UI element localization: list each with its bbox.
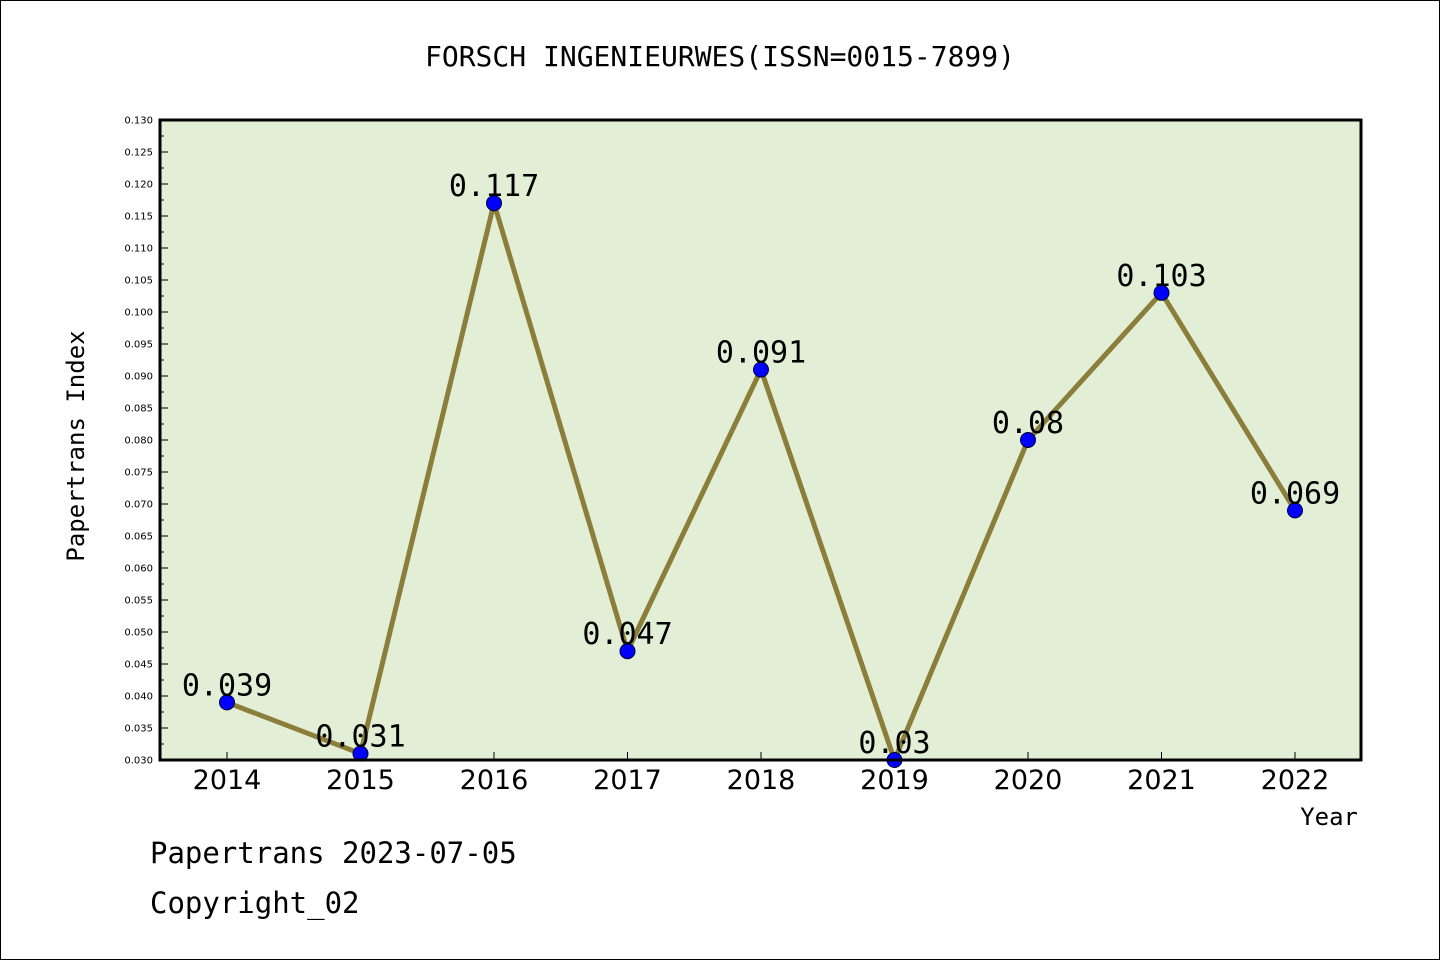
data-label: 0.103 bbox=[1116, 259, 1206, 294]
x-tick-label: 2019 bbox=[860, 765, 929, 796]
y-tick-label: 0.125 bbox=[124, 148, 153, 159]
plot-border bbox=[158, 118, 1363, 762]
y-tick-label: 0.120 bbox=[124, 180, 153, 191]
x-tick-label: 2017 bbox=[593, 765, 662, 796]
data-point bbox=[619, 643, 636, 660]
y-tick-label: 0.055 bbox=[124, 596, 153, 607]
x-tick-label: 2018 bbox=[727, 765, 796, 796]
data-labels: 0.039 0.031 0.117 0.047 0.091 0.03 0.08 0.103 0.… bbox=[182, 169, 1340, 761]
y-tick-label: 0.110 bbox=[124, 244, 153, 255]
x-tick-label: 2022 bbox=[1261, 765, 1330, 796]
footer-date-line: Papertrans 2023-07-05 bbox=[150, 836, 517, 870]
data-label: 0.047 bbox=[582, 617, 672, 652]
data-label: 0.03 bbox=[858, 726, 930, 761]
chart-title: FORSCH INGENIEURWES(ISSN=0015-7899) bbox=[425, 40, 1015, 73]
data-point bbox=[753, 361, 769, 378]
y-tick-label: 0.065 bbox=[124, 532, 153, 543]
data-label: 0.069 bbox=[1250, 476, 1340, 511]
y-tick-label: 0.085 bbox=[124, 404, 153, 415]
x-tick-label: 2021 bbox=[1127, 765, 1196, 796]
data-label: 0.091 bbox=[716, 336, 806, 371]
data-point bbox=[1287, 502, 1303, 519]
x-axis-label: Year bbox=[1300, 803, 1358, 831]
y-tick-label: 0.050 bbox=[124, 628, 153, 639]
data-label: 0.031 bbox=[315, 720, 405, 755]
y-tick-label: 0.045 bbox=[124, 660, 153, 671]
data-point bbox=[486, 195, 502, 212]
y-tick-label: 0.070 bbox=[124, 500, 153, 511]
y-tick-label: 0.105 bbox=[124, 276, 153, 287]
footer-copyright: Copyright_02 bbox=[150, 886, 360, 920]
x-tick-label: 2015 bbox=[326, 765, 395, 796]
y-axis-ticks: 0.030 0.035 0.040 0.045 0.050 0.055 0.060 0.065… bbox=[124, 116, 168, 767]
x-tick-label: 2016 bbox=[460, 765, 529, 796]
data-label: 0.117 bbox=[449, 169, 539, 204]
data-label: 0.039 bbox=[182, 668, 272, 703]
data-point bbox=[1153, 284, 1170, 301]
x-tick-label: 2020 bbox=[994, 765, 1063, 796]
x-tick-label: 2014 bbox=[193, 765, 262, 796]
x-axis-ticks: 2014 2015 2016 2017 2018 2019 2020 2021 2022 bbox=[193, 752, 1330, 796]
y-tick-label: 0.100 bbox=[124, 308, 153, 319]
y-tick-label: 0.035 bbox=[124, 724, 153, 735]
y-tick-label: 0.095 bbox=[124, 340, 153, 351]
y-axis-label: Papertrans Index bbox=[62, 330, 90, 561]
y-tick-label: 0.075 bbox=[124, 468, 153, 479]
plot-area bbox=[160, 120, 1361, 760]
y-tick-label: 0.080 bbox=[124, 436, 153, 447]
y-tick-label: 0.060 bbox=[124, 564, 153, 575]
y-tick-label: 0.030 bbox=[124, 756, 153, 767]
data-label: 0.08 bbox=[992, 406, 1064, 441]
y-tick-label: 0.130 bbox=[124, 116, 153, 127]
y-tick-label: 0.090 bbox=[124, 372, 153, 383]
data-point bbox=[1020, 432, 1036, 448]
y-tick-label: 0.040 bbox=[124, 692, 153, 703]
data-point bbox=[219, 694, 235, 711]
y-tick-label: 0.115 bbox=[124, 212, 153, 223]
